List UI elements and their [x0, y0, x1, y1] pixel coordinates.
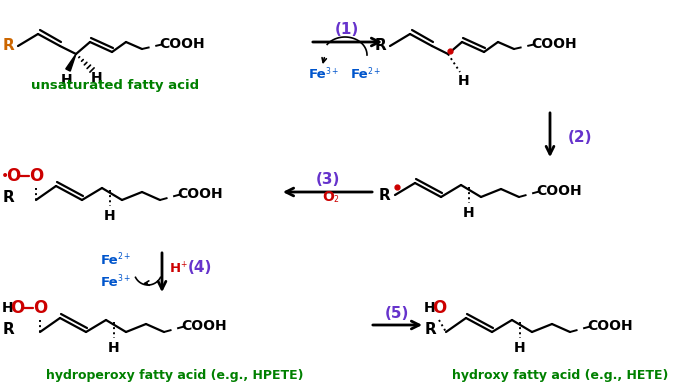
Text: $^{3+}$: $^{3+}$ [117, 274, 131, 284]
Text: (2): (2) [568, 131, 592, 146]
Text: H: H [424, 301, 436, 315]
Text: O: O [29, 167, 43, 185]
Text: COOH: COOH [536, 184, 582, 198]
Text: (3): (3) [316, 172, 340, 187]
Text: Fe: Fe [351, 68, 369, 81]
Text: (5): (5) [385, 306, 409, 321]
Text: unsaturated fatty acid: unsaturated fatty acid [31, 78, 199, 91]
Text: H: H [91, 71, 103, 85]
Text: Fe: Fe [101, 275, 118, 288]
Text: COOH: COOH [177, 187, 223, 201]
Text: COOH: COOH [531, 37, 577, 51]
Text: R: R [379, 187, 391, 202]
Text: H: H [458, 74, 470, 88]
Text: O: O [33, 299, 47, 317]
Text: $^+$: $^+$ [179, 260, 189, 270]
Text: H: H [108, 341, 120, 355]
Text: COOH: COOH [587, 319, 633, 333]
Text: R: R [2, 190, 14, 205]
Text: (1): (1) [335, 23, 359, 38]
Text: Fe: Fe [101, 253, 118, 266]
Text: $^{3+}$: $^{3+}$ [325, 67, 339, 77]
Text: (4): (4) [188, 260, 212, 275]
Text: H: H [514, 341, 526, 355]
Text: O: O [10, 299, 24, 317]
Text: hydroxy fatty acid (e.g., HETE): hydroxy fatty acid (e.g., HETE) [452, 369, 668, 381]
Text: O: O [6, 167, 20, 185]
Polygon shape [66, 54, 76, 71]
Text: $^{2+}$: $^{2+}$ [367, 67, 381, 77]
Text: O: O [322, 190, 334, 204]
Text: R: R [2, 323, 14, 338]
Text: R: R [424, 323, 436, 338]
Text: H: H [104, 209, 116, 223]
Text: O: O [432, 299, 446, 317]
Text: COOH: COOH [181, 319, 227, 333]
Text: H: H [170, 262, 180, 275]
Text: R: R [374, 38, 386, 53]
Text: R: R [2, 38, 14, 53]
Text: H: H [61, 73, 73, 87]
Text: COOH: COOH [159, 37, 205, 51]
Text: $_2$: $_2$ [333, 194, 339, 206]
Text: H: H [463, 206, 475, 220]
Text: Fe: Fe [309, 68, 327, 81]
Text: •: • [1, 169, 9, 183]
Text: $^{2+}$: $^{2+}$ [117, 252, 131, 262]
Text: H: H [2, 301, 14, 315]
Text: hydroperoxy fatty acid (e.g., HPETE): hydroperoxy fatty acid (e.g., HPETE) [46, 369, 304, 381]
